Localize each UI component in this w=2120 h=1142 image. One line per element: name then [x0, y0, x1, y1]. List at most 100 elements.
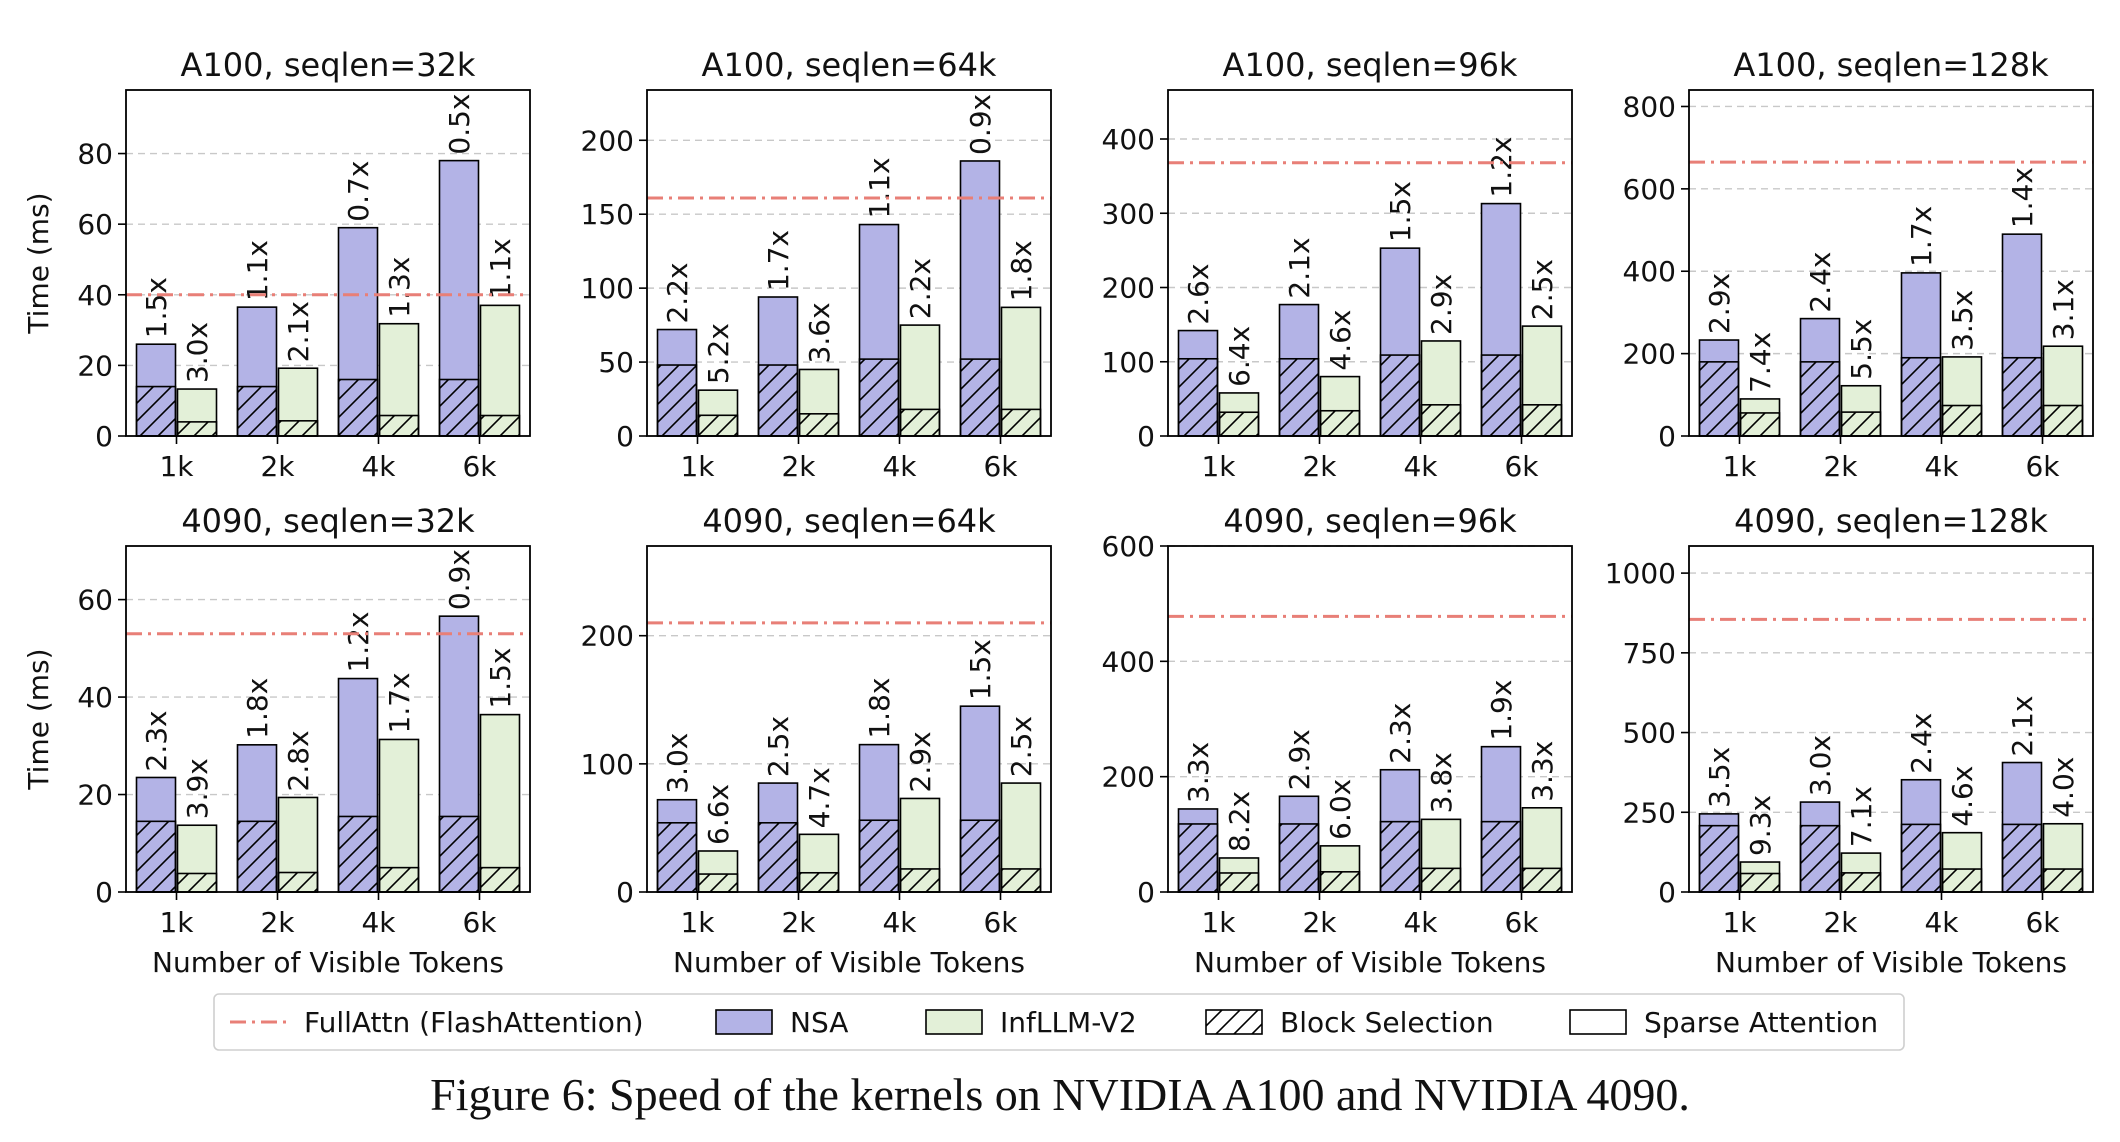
x-tick-label: 4k	[882, 906, 917, 939]
nsa-speedup-label: 2.2x	[661, 262, 694, 323]
y-tick-label: 800	[1623, 90, 1676, 123]
x-tick-label: 6k	[462, 450, 497, 483]
y-tick-label: 200	[581, 620, 634, 653]
infllm-block-selection-segment	[1840, 872, 1882, 893]
x-tick-label: 2k	[781, 450, 816, 483]
nsa-speedup-label: 1.1x	[863, 157, 896, 218]
legend-label: InfLLM-V2	[1000, 1006, 1137, 1039]
y-tick-label: 0	[1137, 420, 1155, 453]
y-tick-label: 0	[95, 420, 113, 453]
nsa-block-selection-segment	[1799, 824, 1841, 893]
legend-item: Block Selection	[1205, 1006, 1494, 1039]
infllm-speedup-label: 2.9x	[1425, 274, 1458, 335]
infllm-speedup-label: 3.8x	[1425, 752, 1458, 813]
plot-frame	[646, 545, 1052, 893]
infllm-speedup-label: 2.9x	[904, 731, 937, 792]
y-tick-label: 60	[77, 584, 113, 617]
plot-frame	[1688, 89, 2094, 437]
nsa-block-selection-segment	[2001, 823, 2043, 893]
nsa-speedup-label: 1.9x	[1485, 680, 1518, 741]
infllm-block-selection-segment	[1941, 404, 1983, 437]
chart-panel: A100, seqlen=96k 0 100 200 300 400 2.6x6.4x 1k 2…	[1102, 46, 1573, 483]
x-tick-label: 6k	[462, 906, 497, 939]
plot-frame	[1167, 545, 1573, 893]
y-tick-label: 80	[77, 138, 113, 171]
infllm-block-selection-segment	[697, 873, 739, 893]
infllm-block-selection-segment	[1840, 411, 1882, 437]
x-tick-label: 6k	[2025, 450, 2060, 483]
infllm-speedup-label: 5.2x	[702, 323, 735, 384]
legend: FullAttn (FlashAttention) NSA InfLLM-V2 Blo…	[213, 993, 1905, 1051]
y-tick-label: 600	[1102, 530, 1155, 563]
infllm-block-selection-segment	[2042, 404, 2084, 437]
plot-frame	[646, 89, 1052, 437]
infllm-speedup-label: 2.8x	[282, 730, 315, 791]
infllm-block-selection-segment	[697, 414, 739, 437]
nsa-block-selection-segment	[1278, 357, 1320, 437]
infllm-speedup-label: 1.3x	[383, 257, 416, 318]
nsa-speedup-label: 3.3x	[1182, 742, 1215, 803]
chart-title: A100, seqlen=128k	[1733, 46, 2049, 84]
infllm-speedup-label: 3.0x	[181, 322, 214, 383]
infllm-speedup-label: 2.5x	[1005, 716, 1038, 777]
nsa-speedup-label: 1.2x	[342, 611, 375, 672]
nsa-block-selection-segment	[1278, 823, 1320, 893]
legend-swatch	[925, 1009, 983, 1035]
nsa-speedup-label: 2.9x	[1283, 729, 1316, 790]
infllm-speedup-label: 3.6x	[803, 302, 836, 363]
y-tick-label: 750	[1623, 637, 1676, 670]
legend-item: Sparse Attention	[1569, 1006, 1878, 1039]
infllm-speedup-label: 4.6x	[1324, 309, 1357, 370]
infllm-speedup-label: 2.1x	[282, 301, 315, 362]
y-tick-label: 200	[1102, 272, 1155, 305]
infllm-block-selection-segment	[798, 413, 840, 437]
x-tick-label: 1k	[680, 450, 715, 483]
nsa-speedup-label: 2.4x	[1804, 251, 1837, 312]
y-tick-label: 0	[1658, 420, 1676, 453]
infllm-block-selection-segment	[176, 421, 218, 437]
x-axis-label: Number of Visible Tokens	[673, 946, 1025, 979]
legend-label: NSA	[790, 1006, 848, 1039]
infllm-speedup-label: 8.2x	[1223, 791, 1256, 852]
x-tick-label: 1k	[1201, 450, 1236, 483]
legend-swatch	[715, 1009, 773, 1035]
infllm-block-selection-segment	[1319, 871, 1361, 893]
y-tick-label: 0	[616, 420, 634, 453]
infllm-block-selection-segment	[1420, 404, 1462, 437]
nsa-block-selection-segment	[858, 819, 900, 893]
infllm-bar	[479, 304, 521, 437]
nsa-speedup-label: 2.1x	[1283, 237, 1316, 298]
infllm-speedup-label: 3.5x	[1946, 290, 1979, 351]
nsa-speedup-label: 0.9x	[964, 94, 997, 155]
infllm-bar	[479, 713, 521, 893]
legend-swatch	[1205, 1009, 1263, 1035]
nsa-block-selection-segment	[236, 385, 278, 437]
chart-panel: 4090, seqlen=32k 0 20 40 60 2.3x3.9x 1k 1.8x2.8…	[22, 502, 531, 979]
infllm-block-selection-segment	[1218, 872, 1260, 893]
chart-panel: A100, seqlen=128k 0 200 400 600 800 2.9x7.4x 1k…	[1623, 46, 2094, 483]
x-tick-label: 1k	[1201, 906, 1236, 939]
nsa-speedup-label: 1.5x	[140, 277, 173, 338]
nsa-speedup-label: 1.4x	[2006, 167, 2039, 228]
infllm-block-selection-segment	[1739, 412, 1781, 437]
infllm-speedup-label: 5.5x	[1845, 319, 1878, 380]
nsa-block-selection-segment	[337, 378, 379, 437]
chart-title: 4090, seqlen=96k	[1223, 502, 1517, 540]
infllm-block-selection-segment	[378, 866, 420, 893]
infllm-speedup-label: 9.3x	[1744, 795, 1777, 856]
chart-title: A100, seqlen=64k	[702, 46, 997, 84]
chart-title: 4090, seqlen=32k	[181, 502, 475, 540]
infllm-block-selection-segment	[176, 872, 218, 893]
chart-title: 4090, seqlen=64k	[702, 502, 996, 540]
infllm-block-selection-segment	[899, 868, 941, 893]
y-tick-label: 200	[1102, 761, 1155, 794]
nsa-speedup-label: 1.7x	[762, 230, 795, 291]
infllm-block-selection-segment	[479, 414, 521, 437]
nsa-block-selection-segment	[1480, 820, 1522, 893]
legend-item: FullAttn (FlashAttention)	[230, 1006, 644, 1039]
chart-title: 4090, seqlen=128k	[1734, 502, 2048, 540]
x-tick-label: 6k	[2025, 906, 2060, 939]
chart-panel: 4090, seqlen=96k02004006003.3x8.2x1k2.9x…	[1102, 502, 1573, 979]
nsa-speedup-label: 1.2x	[1485, 136, 1518, 197]
